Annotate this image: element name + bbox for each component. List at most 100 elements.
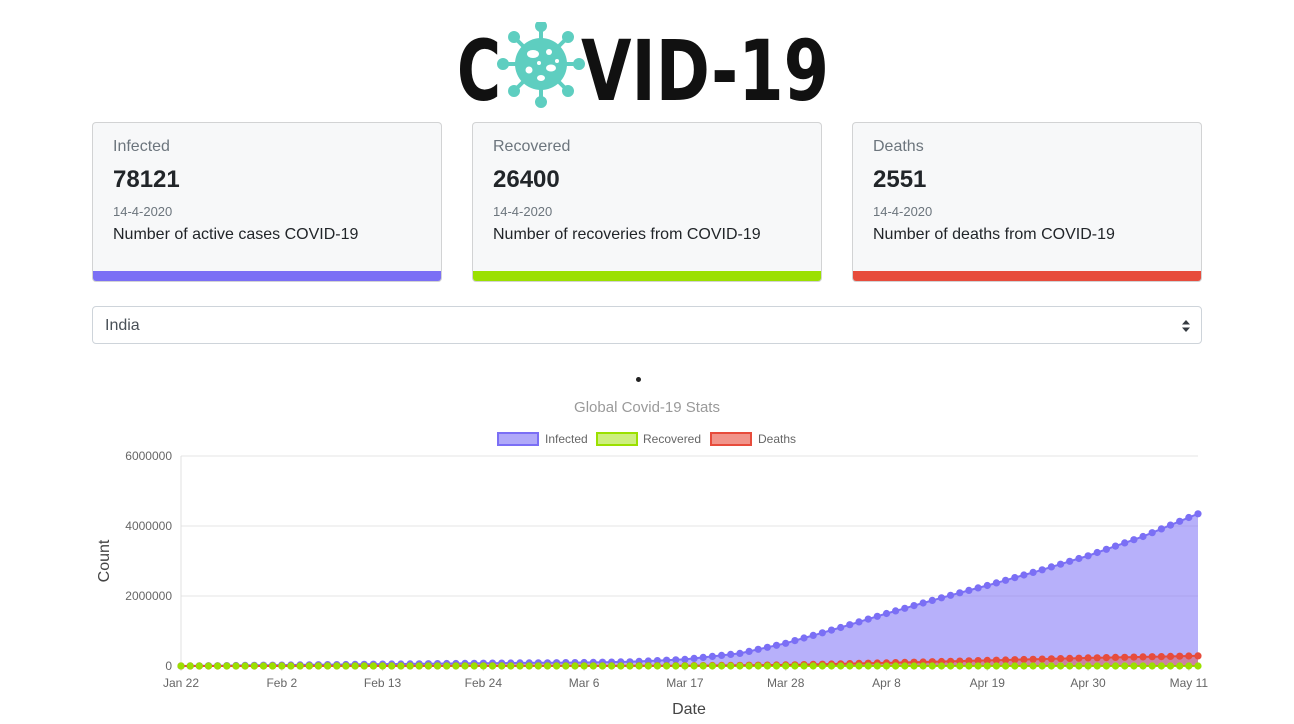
infected-point bbox=[745, 647, 753, 655]
infected-card-title: Infected bbox=[113, 138, 170, 155]
covid-stats-chart: Global Covid-19 Stats Infected Recovered De… bbox=[96, 399, 1208, 718]
deaths-date: 14-4-2020 bbox=[873, 204, 933, 219]
infected-point bbox=[1020, 571, 1028, 579]
logo-letters-vid19: VID-19 bbox=[581, 22, 829, 108]
infected-point bbox=[901, 604, 909, 612]
infected-point bbox=[1066, 557, 1074, 565]
recovered-point bbox=[186, 662, 194, 670]
y-axis-title: Count bbox=[96, 539, 113, 582]
recovered-point bbox=[498, 662, 506, 670]
infected-point bbox=[965, 586, 973, 594]
infected-point bbox=[1102, 545, 1110, 553]
recovered-point bbox=[818, 662, 827, 670]
deaths-point bbox=[1176, 652, 1184, 660]
legend-label-infected: Infected bbox=[545, 432, 588, 446]
infected-point bbox=[1111, 542, 1120, 550]
recovered-point bbox=[1075, 662, 1083, 670]
infected-point bbox=[864, 615, 872, 623]
recovered-point bbox=[433, 662, 442, 670]
recovered-point bbox=[882, 662, 891, 670]
recovered-point bbox=[397, 662, 405, 670]
infected-point bbox=[699, 653, 707, 661]
infected-point bbox=[818, 629, 827, 637]
deaths-point bbox=[1057, 655, 1065, 663]
infected-description: Number of active cases COVID-19 bbox=[113, 226, 359, 243]
deaths-point bbox=[1139, 653, 1147, 661]
deaths-point bbox=[992, 656, 1001, 664]
recovered-point bbox=[1038, 662, 1046, 670]
recovered-point bbox=[461, 662, 469, 670]
recovered-point bbox=[333, 662, 341, 670]
infected-point bbox=[827, 626, 836, 634]
country-select-value: India bbox=[105, 317, 140, 334]
deaths-point bbox=[1066, 654, 1074, 662]
x-tick-label: Feb 2 bbox=[266, 676, 297, 690]
legend-swatch-infected bbox=[497, 432, 539, 446]
x-tick-label: Feb 13 bbox=[364, 676, 402, 690]
infected-point bbox=[937, 594, 946, 602]
infected-point bbox=[1029, 568, 1037, 576]
recovered-point bbox=[910, 662, 918, 670]
recovered-point bbox=[956, 662, 964, 670]
infected-point bbox=[718, 651, 726, 659]
legend-swatch-deaths bbox=[710, 432, 752, 446]
recovered-point bbox=[736, 662, 744, 670]
recovered-point bbox=[1166, 662, 1175, 670]
recovered-point bbox=[553, 662, 561, 670]
deaths-point bbox=[965, 657, 973, 665]
recovered-point bbox=[727, 662, 735, 670]
deaths-point bbox=[983, 656, 991, 664]
recovered-point bbox=[653, 662, 662, 670]
recovered-point bbox=[250, 662, 258, 670]
recovered-point bbox=[635, 662, 643, 670]
x-tick-label: Feb 24 bbox=[465, 676, 503, 690]
legend-swatch-recovered bbox=[596, 432, 638, 446]
infected-point bbox=[928, 596, 936, 604]
recovered-description: Number of recoveries from COVID-19 bbox=[493, 226, 761, 243]
y-tick-label: 6000000 bbox=[125, 449, 172, 463]
x-tick-label: Mar 6 bbox=[569, 676, 600, 690]
loading-dot bbox=[636, 377, 641, 382]
recovered-count: 26400 bbox=[493, 166, 560, 193]
recovered-point bbox=[992, 662, 1001, 670]
recovered-point bbox=[1093, 662, 1101, 670]
recovered-point bbox=[965, 662, 973, 670]
infected-point bbox=[1075, 554, 1083, 563]
deaths-point bbox=[1130, 653, 1138, 661]
country-select[interactable]: India bbox=[92, 306, 1202, 344]
recovered-point bbox=[791, 662, 799, 670]
deaths-point bbox=[974, 657, 982, 665]
infected-point bbox=[653, 657, 662, 665]
recovered-point bbox=[708, 662, 717, 670]
recovered-date: 14-4-2020 bbox=[493, 204, 553, 219]
recovered-point bbox=[763, 662, 772, 670]
infected-point bbox=[690, 654, 698, 662]
recovered-point bbox=[1102, 662, 1110, 670]
recovered-point bbox=[1185, 662, 1193, 670]
recovered-point bbox=[772, 662, 781, 670]
recovered-point bbox=[1121, 662, 1129, 670]
recovered-point bbox=[663, 662, 671, 670]
deaths-point bbox=[1102, 654, 1110, 662]
infected-point bbox=[809, 631, 817, 639]
recovered-point bbox=[644, 662, 652, 670]
recovered-point bbox=[424, 662, 432, 670]
recovered-point bbox=[488, 662, 497, 670]
recovered-point bbox=[626, 662, 634, 670]
recovered-point bbox=[1029, 662, 1037, 670]
infected-point bbox=[855, 618, 863, 626]
recovered-point bbox=[745, 662, 753, 670]
recovered-point bbox=[259, 662, 268, 670]
recovered-point bbox=[892, 662, 900, 670]
recovered-point bbox=[1084, 662, 1092, 670]
recovered-point bbox=[864, 662, 872, 670]
recovered-point bbox=[1057, 662, 1065, 670]
infected-point bbox=[992, 579, 1001, 587]
recovered-point bbox=[1002, 662, 1010, 670]
deaths-point bbox=[1084, 654, 1092, 662]
recovered-point bbox=[718, 662, 726, 670]
recovered-point bbox=[324, 662, 332, 670]
infected-point bbox=[681, 655, 689, 663]
select-caret-icon bbox=[1182, 320, 1190, 332]
infected-point bbox=[1057, 560, 1065, 568]
